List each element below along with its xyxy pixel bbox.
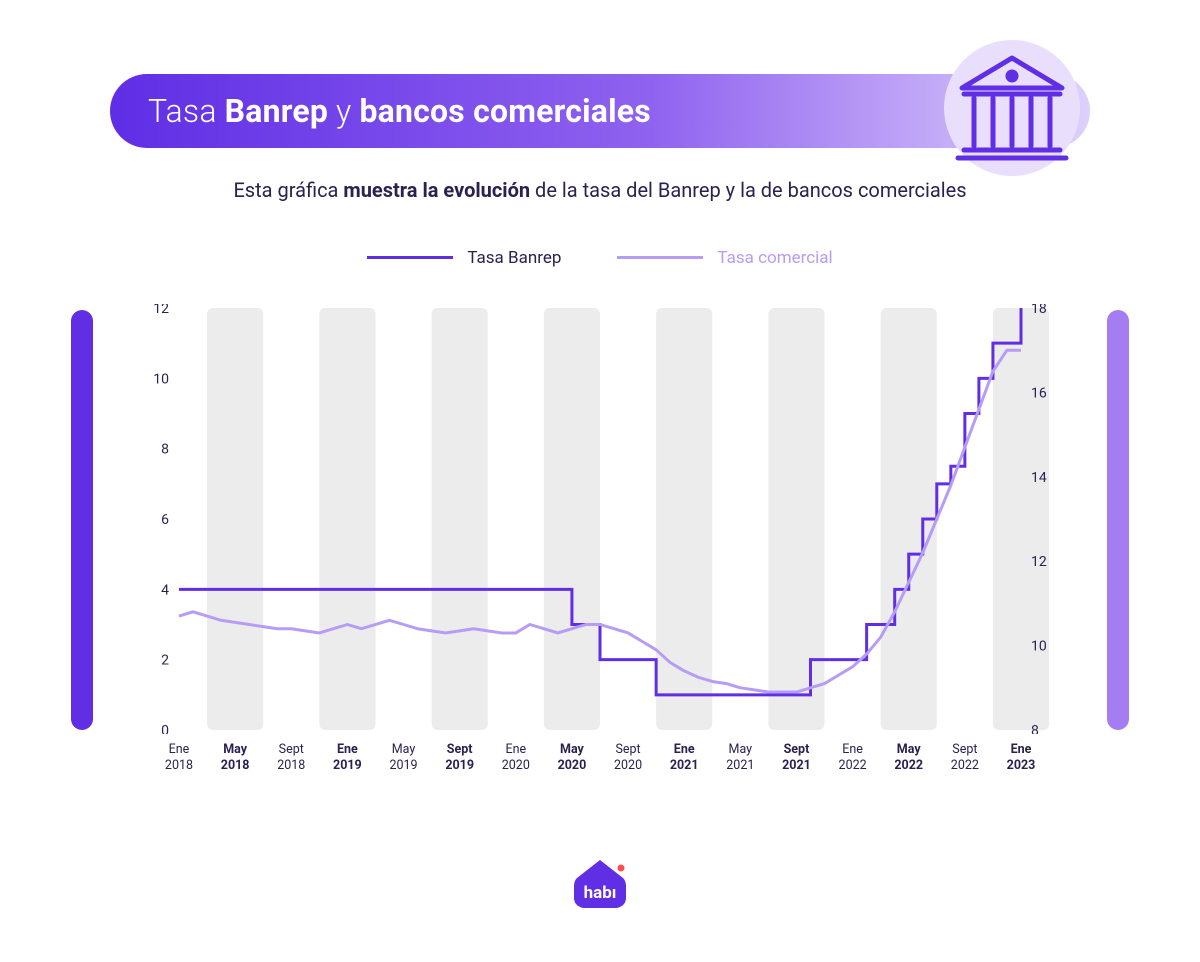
y-left-tick: 4 [161, 582, 169, 598]
y-left-tick: 2 [161, 653, 169, 669]
x-axis: Ene2018 May2018 Sept2018 Ene2019 May2019 Sept… [139, 742, 1061, 788]
y-left-tick: 10 [153, 371, 169, 387]
x-tick: May2018 [221, 742, 250, 773]
legend-item: Tasa Banrep [367, 248, 561, 268]
title-bold-1: Banrep [225, 92, 328, 130]
y-left-tick: 8 [161, 442, 169, 458]
x-tick: Sept2020 [614, 742, 642, 773]
x-tick: Ene2018 [165, 742, 193, 773]
x-tick: Sept2021 [782, 742, 811, 773]
brand-logo: habı [571, 858, 629, 914]
x-tick: Ene2022 [839, 742, 867, 773]
y-right-tick: 18 [1031, 304, 1047, 317]
legend-label: Tasa Banrep [467, 248, 561, 268]
right-axis-pill: Tasa comercial [1107, 310, 1129, 730]
infographic-frame: Tasa Banrep y bancos comerciales Esta gr… [0, 0, 1200, 962]
legend-swatch [617, 256, 703, 259]
chart-area: Tasa Banrep Tasa comercial 0 2 4 6 8 10 12 8 10 1… [75, 304, 1125, 804]
left-axis-pill: Tasa Banrep [71, 310, 93, 730]
legend-label: Tasa comercial [717, 248, 832, 268]
title-part-2: y [328, 92, 359, 130]
y-right-tick: 14 [1031, 470, 1047, 486]
plot-svg: 0 2 4 6 8 10 12 8 10 12 14 16 18 [139, 304, 1061, 734]
x-tick: Sept2018 [277, 742, 305, 773]
x-tick: Ene2020 [502, 742, 530, 773]
subtitle-post: de la tasa del Banrep y la de bancos com… [530, 178, 966, 202]
x-tick: May2022 [894, 742, 923, 773]
subtitle-bold: muestra la evolución [343, 178, 530, 202]
x-tick: May2019 [389, 742, 417, 773]
x-tick: Sept2019 [445, 742, 474, 773]
bank-icon [942, 38, 1082, 182]
title-part-1: Tasa [148, 92, 225, 130]
chart-legend: Tasa Banrep Tasa comercial [0, 244, 1200, 268]
right-axis-label: Tasa comercial [1064, 470, 1080, 569]
x-tick: Ene2023 [1007, 742, 1036, 773]
y-right-tick: 10 [1031, 639, 1047, 655]
y-left-tick: 12 [153, 304, 169, 317]
x-tick: May2020 [558, 742, 587, 773]
subtitle-pre: Esta gráfica [233, 178, 343, 202]
x-tick: Ene2021 [670, 742, 699, 773]
title-bold-2: bancos comerciales [359, 92, 650, 130]
x-tick: Ene2019 [333, 742, 362, 773]
y-right-tick: 8 [1031, 723, 1039, 734]
header-title: Tasa Banrep y bancos comerciales [148, 92, 651, 130]
x-tick: May2021 [726, 742, 754, 773]
y-right-tick: 12 [1031, 554, 1047, 570]
y-left-tick: 6 [161, 512, 169, 528]
subtitle: Esta gráfica muestra la evolución de la … [0, 178, 1200, 202]
left-axis-label: Tasa Banrep [110, 480, 126, 561]
y-right-tick: 16 [1031, 385, 1047, 401]
legend-item: Tasa comercial [617, 248, 832, 268]
y-left-tick: 0 [161, 723, 169, 734]
svg-text:habı: habı [584, 883, 617, 903]
legend-swatch [367, 256, 453, 259]
plot: 0 2 4 6 8 10 12 8 10 12 14 16 18 [139, 304, 1061, 734]
x-tick: Sept2022 [951, 742, 979, 773]
